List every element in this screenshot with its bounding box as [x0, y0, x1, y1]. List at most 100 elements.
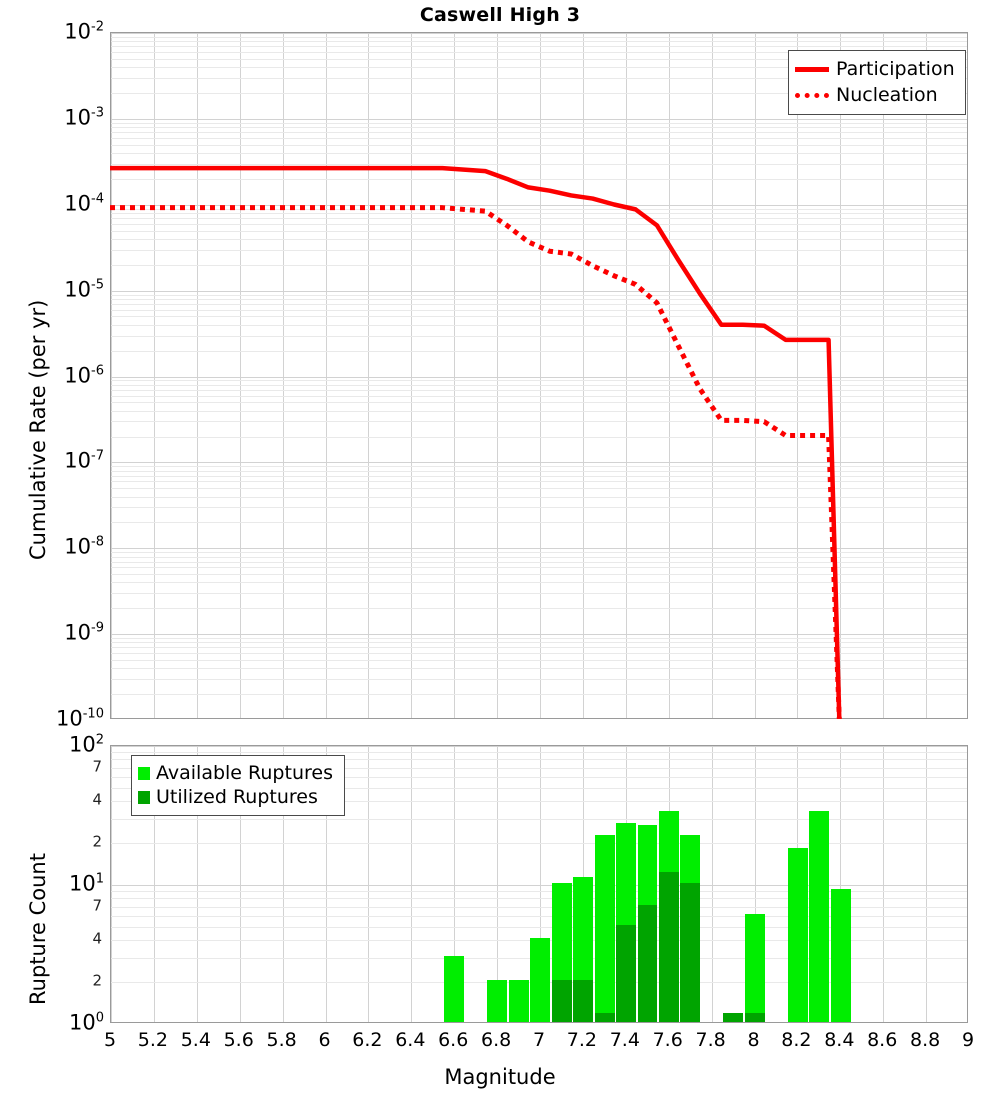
histogram-bar: [594, 746, 615, 1022]
gridline-vertical: [926, 746, 928, 1022]
gridline-horizontal: [111, 776, 967, 778]
utilized-ruptures-bar: [680, 883, 701, 1022]
gridline-horizontal: [111, 213, 967, 215]
gridline-vertical: [196, 33, 198, 718]
gridline-horizontal: [111, 294, 967, 296]
histogram-bar: [530, 746, 551, 1022]
legend-item: Utilized Ruptures: [138, 785, 336, 809]
histogram-bar: [744, 746, 765, 1022]
y-axis-tick-label: 10-3: [64, 105, 104, 130]
y-axis-minor-tick-label: 4: [92, 790, 102, 809]
y-axis-tick-label: 10-7: [64, 448, 104, 473]
legend-label: Nucleation: [836, 83, 938, 106]
gridline-vertical: [625, 33, 627, 718]
available-ruptures-bar: [487, 980, 508, 1022]
gridline-horizontal: [111, 556, 967, 558]
utilized-ruptures-bar: [723, 1013, 744, 1022]
gridline-vertical: [883, 33, 885, 718]
gridline-horizontal: [111, 668, 967, 670]
gridline-horizontal: [111, 552, 967, 554]
gridline-horizontal: [111, 843, 967, 845]
x-axis-tick-label: 5.6: [223, 1029, 254, 1051]
x-axis-tick-label: 7.4: [609, 1029, 640, 1051]
utilized-ruptures-bar: [573, 980, 594, 1022]
gridline-horizontal: [111, 127, 967, 129]
gridline-horizontal: [111, 915, 967, 917]
y-axis-minor-tick-label: 2: [92, 832, 102, 851]
gridline-horizontal: [111, 204, 967, 206]
gridline-horizontal: [111, 93, 967, 95]
gridline-horizontal: [111, 402, 967, 404]
x-axis-tick-label: 7: [532, 1029, 546, 1051]
gridline-horizontal: [111, 58, 967, 60]
y-axis-tick-label: 101: [68, 871, 104, 896]
gridline-vertical: [325, 33, 327, 718]
available-ruptures-bar: [830, 889, 851, 1022]
x-axis-tick-label: 5.4: [180, 1029, 211, 1051]
gridline-horizontal: [111, 223, 967, 225]
gridline-horizontal: [111, 548, 967, 550]
x-axis-tick-label: 6.6: [438, 1029, 469, 1051]
histogram-bar: [508, 746, 529, 1022]
x-axis-tick-label: 5: [103, 1029, 117, 1051]
y-axis-tick-label: 10-2: [64, 19, 104, 44]
gridline-horizontal: [111, 421, 967, 423]
gridline-horizontal: [111, 481, 967, 483]
gridline-horizontal: [111, 679, 967, 681]
histogram-bar: [723, 746, 744, 1022]
gridline-horizontal: [111, 694, 967, 696]
utilized-ruptures-bar: [658, 872, 679, 1022]
color-swatch-icon: [138, 766, 150, 780]
gridline-horizontal: [111, 230, 967, 232]
gridline-horizontal: [111, 324, 967, 326]
gridline-horizontal: [111, 33, 967, 34]
gridline-vertical: [368, 746, 370, 1022]
bottom-legend: Available Ruptures Utilized Ruptures: [131, 755, 345, 816]
available-ruptures-bar: [809, 810, 830, 1022]
x-axis-tick-label: 8.6: [867, 1029, 898, 1051]
available-ruptures-bar: [444, 955, 465, 1022]
gridline-horizontal: [111, 522, 967, 524]
gridline-horizontal: [111, 891, 967, 893]
solid-line-icon: [795, 66, 829, 72]
x-axis-tick-label: 6.2: [352, 1029, 383, 1051]
utilized-ruptures-bar: [594, 1013, 615, 1022]
gridline-horizontal: [111, 122, 967, 124]
histogram-bar: [616, 746, 636, 1022]
gridline-horizontal: [111, 787, 967, 789]
histogram-bar: [680, 746, 701, 1022]
gridline-horizontal: [111, 376, 967, 378]
gridline-vertical: [797, 33, 799, 718]
gridline-horizontal: [111, 303, 967, 305]
gridline-horizontal: [111, 496, 967, 498]
gridline-vertical: [325, 746, 327, 1022]
gridline-horizontal: [111, 36, 967, 38]
gridline-horizontal: [111, 350, 967, 352]
y-axis-tick-label: 100: [68, 1010, 104, 1035]
gridline-horizontal: [111, 462, 967, 464]
gridline-horizontal: [111, 470, 967, 472]
gridline-horizontal: [111, 818, 967, 820]
y-axis-tick-label: 10-5: [64, 277, 104, 302]
gridline-horizontal: [111, 144, 967, 146]
gridline-horizontal: [111, 46, 967, 48]
gridline-horizontal: [111, 238, 967, 240]
gridline-vertical: [582, 33, 584, 718]
gridline-horizontal: [111, 384, 967, 386]
x-axis-tick-label: 5.2: [137, 1029, 168, 1051]
gridline-horizontal: [111, 593, 967, 595]
gridline-horizontal: [111, 335, 967, 337]
dotted-line-icon: [795, 92, 829, 98]
y-axis-minor-tick-label: 4: [92, 929, 102, 948]
gridline-vertical: [926, 33, 928, 718]
x-axis-tick-label: 8.4: [824, 1029, 855, 1051]
y-axis-tick-label: 10-4: [64, 191, 104, 216]
legend-label: Participation: [836, 57, 955, 80]
histogram-bar: [830, 746, 851, 1022]
x-axis-tick-label: 5.8: [266, 1029, 297, 1051]
gridline-horizontal: [111, 77, 967, 79]
gridline-vertical: [454, 746, 456, 1022]
gridline-horizontal: [111, 309, 967, 311]
gridline-horizontal: [111, 67, 967, 69]
gridline-horizontal: [111, 653, 967, 655]
